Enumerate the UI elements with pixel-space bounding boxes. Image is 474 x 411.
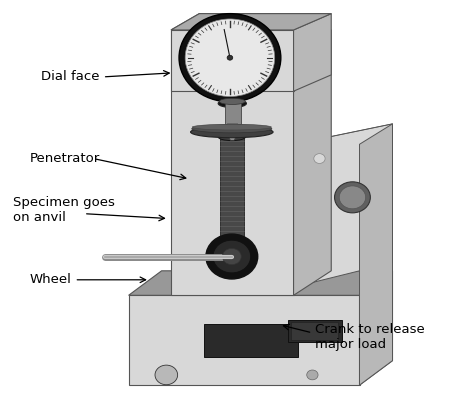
Polygon shape [293,124,392,287]
Polygon shape [359,124,392,385]
Polygon shape [171,30,293,296]
Polygon shape [293,14,331,91]
Polygon shape [171,14,331,30]
Polygon shape [128,271,392,296]
Text: Dial face: Dial face [41,70,100,83]
Bar [204,324,298,356]
Circle shape [307,370,318,380]
Bar [220,138,244,248]
Polygon shape [293,124,392,144]
Polygon shape [171,30,293,91]
Bar [225,101,241,124]
Circle shape [213,240,251,273]
Circle shape [314,154,325,164]
Ellipse shape [191,126,273,138]
Polygon shape [359,271,392,385]
Ellipse shape [192,124,272,130]
Text: Penetrator: Penetrator [30,152,100,165]
Circle shape [339,186,365,209]
Polygon shape [128,296,359,385]
Circle shape [155,365,178,385]
Bar [227,122,237,134]
Text: Wheel: Wheel [30,273,72,286]
Ellipse shape [210,244,253,257]
Circle shape [227,55,233,60]
Text: Crank to release
major load: Crank to release major load [315,323,425,351]
Ellipse shape [192,125,272,133]
Bar [291,322,338,340]
Circle shape [179,14,281,102]
Polygon shape [227,134,237,140]
Circle shape [335,182,370,213]
Ellipse shape [218,133,246,141]
Polygon shape [171,14,331,30]
Circle shape [185,19,275,97]
Ellipse shape [218,99,246,108]
Circle shape [222,248,241,265]
Ellipse shape [219,98,245,104]
Polygon shape [293,30,331,296]
Circle shape [206,234,258,279]
Bar [288,320,342,342]
Text: Specimen goes
on anvil: Specimen goes on anvil [13,196,115,224]
